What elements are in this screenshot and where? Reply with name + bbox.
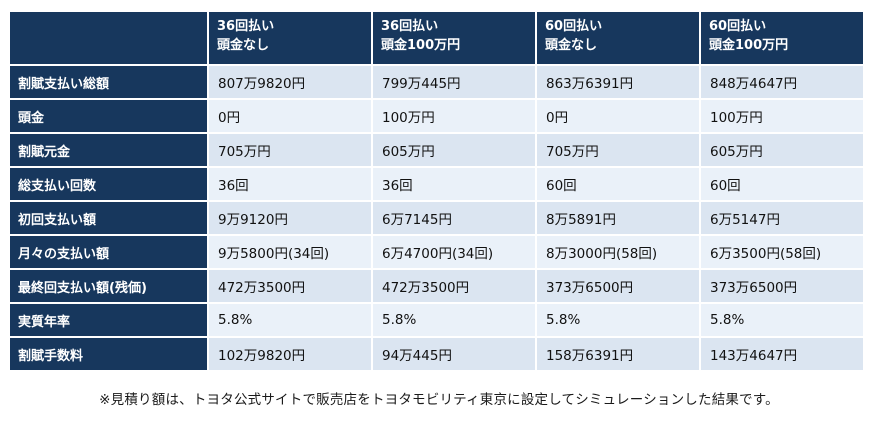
table-row: 最終回支払い額(残価) 472万3500円 472万3500円 373万6500円 37…	[8, 268, 865, 304]
row-label: 総支払い回数	[8, 166, 209, 202]
table-row: 頭金 0円 100万円 0円 100万円	[8, 98, 865, 134]
table-cell: 848万4647円	[699, 64, 865, 100]
table-cell: 0円	[535, 98, 701, 134]
table-row: 割賦支払い総額 807万9820円 799万445円 863万6391円 848万464…	[8, 64, 865, 100]
payment-comparison-table: 36回払い 頭金なし 36回払い 頭金100万円 60回払い 頭金なし 60回払い 頭…	[8, 10, 865, 372]
row-label: 実質年率	[8, 302, 209, 338]
table-cell: 705万円	[207, 132, 373, 168]
table-cell: 472万3500円	[371, 268, 537, 304]
table-cell: 102万9820円	[207, 336, 373, 372]
table-cell: 36回	[371, 166, 537, 202]
corner-cell	[8, 10, 209, 66]
table-cell: 0円	[207, 98, 373, 134]
table-row: 月々の支払い額 9万5800円(34回) 6万4700円(34回) 8万3000円(5…	[8, 234, 865, 270]
table-cell: 705万円	[535, 132, 701, 168]
table-cell: 6万7145円	[371, 200, 537, 236]
table-cell: 60回	[699, 166, 865, 202]
table-row: 割賦手数料 102万9820円 94万445円 158万6391円 143万4647円	[8, 336, 865, 372]
table-cell: 6万3500円(58回)	[699, 234, 865, 270]
table-cell: 60回	[535, 166, 701, 202]
table-cell: 143万4647円	[699, 336, 865, 372]
table-row: 割賦元金 705万円 605万円 705万円 605万円	[8, 132, 865, 168]
row-label: 割賦手数料	[8, 336, 209, 372]
column-header: 60回払い 頭金なし	[535, 10, 701, 66]
table-cell: 100万円	[699, 98, 865, 134]
table-cell: 605万円	[371, 132, 537, 168]
table-cell: 373万6500円	[699, 268, 865, 304]
table-cell: 100万円	[371, 98, 537, 134]
table-cell: 472万3500円	[207, 268, 373, 304]
column-header: 36回払い 頭金100万円	[371, 10, 537, 66]
table-cell: 6万5147円	[699, 200, 865, 236]
table-body: 割賦支払い総額 807万9820円 799万445円 863万6391円 848万464…	[8, 64, 865, 372]
table-cell: 373万6500円	[535, 268, 701, 304]
header-row: 36回払い 頭金なし 36回払い 頭金100万円 60回払い 頭金なし 60回払い 頭…	[8, 10, 865, 66]
row-label: 頭金	[8, 98, 209, 134]
row-label: 割賦支払い総額	[8, 64, 209, 100]
table-cell: 8万3000円(58回)	[535, 234, 701, 270]
column-header: 60回払い 頭金100万円	[699, 10, 865, 66]
row-label: 最終回支払い額(残価)	[8, 268, 209, 304]
table-row: 総支払い回数 36回 36回 60回 60回	[8, 166, 865, 202]
table-cell: 36回	[207, 166, 373, 202]
table-cell: 807万9820円	[207, 64, 373, 100]
table-cell: 158万6391円	[535, 336, 701, 372]
column-header: 36回払い 頭金なし	[207, 10, 373, 66]
row-label: 初回支払い額	[8, 200, 209, 236]
table-row: 実質年率 5.8% 5.8% 5.8% 5.8%	[8, 302, 865, 338]
table-cell: 863万6391円	[535, 64, 701, 100]
table-cell: 5.8%	[371, 302, 537, 338]
table-cell: 6万4700円(34回)	[371, 234, 537, 270]
table-cell: 94万445円	[371, 336, 537, 372]
table-cell: 5.8%	[699, 302, 865, 338]
table-cell: 9万5800円(34回)	[207, 234, 373, 270]
row-label: 割賦元金	[8, 132, 209, 168]
table-cell: 799万445円	[371, 64, 537, 100]
row-label: 月々の支払い額	[8, 234, 209, 270]
table-cell: 5.8%	[535, 302, 701, 338]
table-row: 初回支払い額 9万9120円 6万7145円 8万5891円 6万5147円	[8, 200, 865, 236]
table-cell: 8万5891円	[535, 200, 701, 236]
table-cell: 605万円	[699, 132, 865, 168]
table-cell: 9万9120円	[207, 200, 373, 236]
footnote-text: ※見積り額は、トヨタ公式サイトで販売店をトヨタモビリティ東京に設定してシミュレー…	[99, 392, 779, 408]
table-cell: 5.8%	[207, 302, 373, 338]
